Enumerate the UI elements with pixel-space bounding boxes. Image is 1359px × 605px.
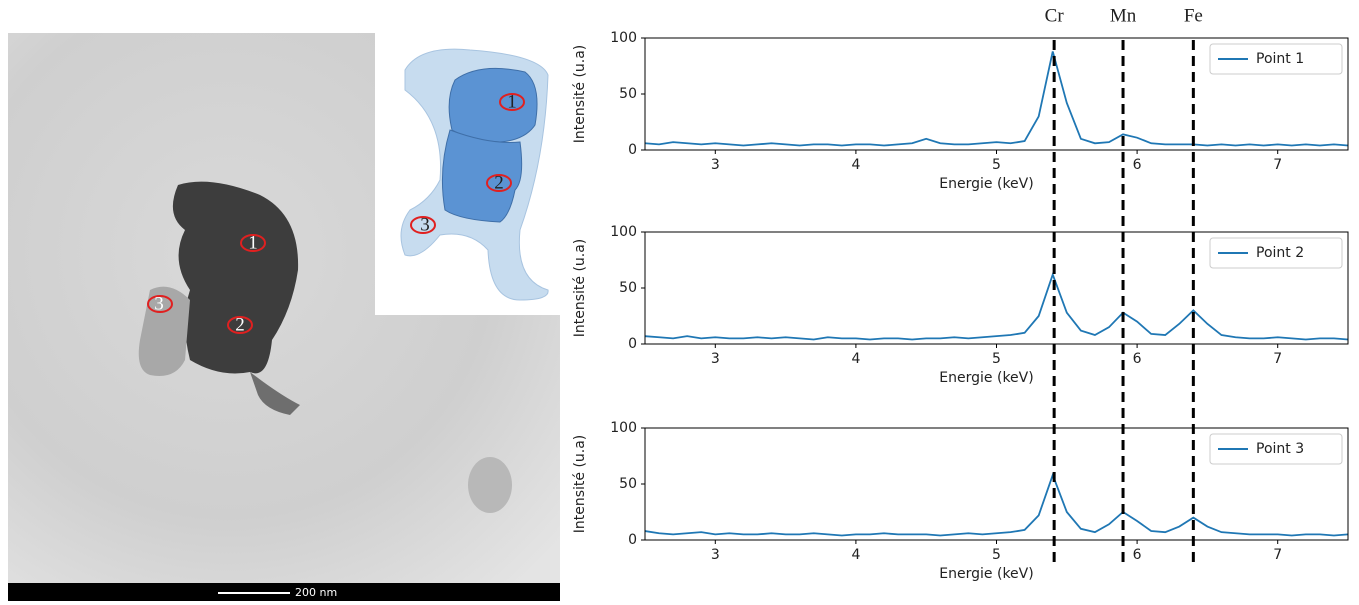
region [448,67,538,143]
legend-label: Point 3 [1256,441,1304,457]
x-tick-label: 6 [1133,157,1142,173]
x-tick-label: 7 [1273,157,1282,173]
spot [468,457,512,513]
element-label: Mn [1110,5,1137,26]
y-tick-label: 0 [628,532,637,548]
spectrum-line [645,472,1348,537]
x-axis-label: Energie (keV) [939,370,1033,386]
y-axis-label: Intensité (u.a) [572,45,588,144]
point-label: 3 [420,214,430,235]
legend-box [1209,237,1343,269]
x-tick-label: 6 [1133,547,1142,563]
legend-box [1209,433,1343,465]
spectrum-line [645,51,1348,147]
element-label: Fe [1184,5,1203,26]
point-marker [147,295,173,313]
scale-label: 200 nm [295,586,337,599]
spectrum-line [645,271,1348,341]
point-marker [227,316,253,334]
particle-tail [250,372,300,415]
schematic: 1 2 3 [375,33,560,315]
x-tick-label: 4 [851,157,860,173]
point-marker [240,234,266,252]
x-tick-label: 3 [711,547,720,563]
x-tick-label: 4 [851,547,860,563]
y-tick-label: 0 [628,142,637,158]
y-tick-label: 50 [619,86,637,102]
point-label: 2 [494,172,504,193]
point-label: 2 [235,314,245,335]
element-label: Cr [1045,5,1065,26]
point-marker [499,93,525,111]
particle [172,181,299,374]
legend-label: Point 2 [1256,245,1304,261]
point-marker [486,174,512,192]
x-tick-label: 5 [992,351,1001,367]
y-tick-label: 100 [610,224,637,240]
x-axis-label: Energie (keV) [939,176,1033,192]
point-label: 3 [154,293,164,314]
y-axis-label: Intensité (u.a) [572,435,588,534]
x-axis-label: Energie (keV) [939,566,1033,582]
x-tick-label: 4 [851,351,860,367]
y-tick-label: 100 [610,420,637,436]
point-marker [410,216,436,234]
x-tick-label: 5 [992,157,1001,173]
legend-label: Point 1 [1256,51,1304,67]
x-tick-label: 7 [1273,547,1282,563]
legend-box [1209,43,1343,75]
x-tick-label: 5 [992,547,1001,563]
y-tick-label: 100 [610,30,637,46]
point-label: 1 [507,91,517,112]
y-tick-label: 0 [628,336,637,352]
region [441,129,523,223]
y-axis-label: Intensité (u.a) [572,239,588,338]
x-tick-label: 3 [711,157,720,173]
x-tick-label: 7 [1273,351,1282,367]
point-label: 1 [248,232,258,253]
x-tick-label: 6 [1133,351,1142,367]
x-tick-label: 3 [711,351,720,367]
y-tick-label: 50 [619,476,637,492]
y-tick-label: 50 [619,280,637,296]
